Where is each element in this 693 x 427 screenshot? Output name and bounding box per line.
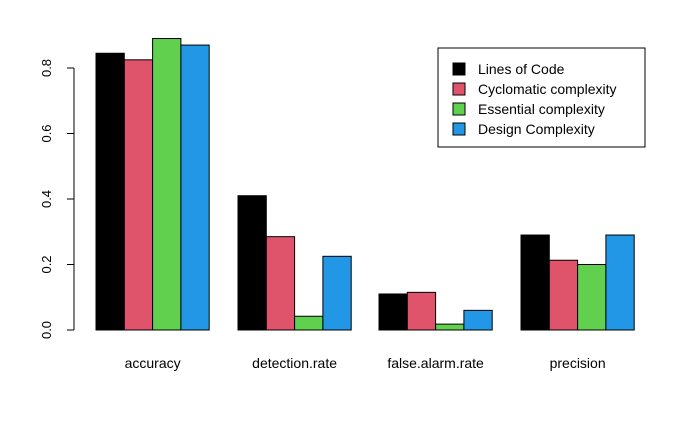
- y-axis: 0.0 0.2 0.4 0.6 0.8: [39, 59, 75, 339]
- legend-swatch: [452, 102, 466, 116]
- x-axis-labels: accuracy detection.rate false.alarm.rate pr…: [125, 355, 606, 371]
- legend-label: Design Complexity: [478, 121, 595, 137]
- legend-swatch: [452, 62, 466, 76]
- bar-false.alarm.rate-cyclomatic-complexity: [406, 291, 437, 331]
- y-tick-label: 0.6: [39, 124, 54, 142]
- bar-precision-design-complexity: [605, 234, 635, 331]
- y-tick-label: 0.2: [39, 255, 54, 273]
- legend-items: Lines of Code Cyclomatic complexity Essent…: [452, 61, 616, 137]
- bar-precision-cyclomatic-complexity: [548, 259, 579, 331]
- y-tick-label: 0.4: [39, 190, 54, 208]
- legend-swatch: [452, 82, 466, 96]
- bar-accuracy-cyclomatic-complexity: [123, 59, 154, 331]
- bar-accuracy-lines-of-code: [95, 52, 125, 331]
- bar-false.alarm.rate-lines-of-code: [378, 293, 408, 331]
- bar-detection.rate-essential-complexity: [294, 315, 324, 331]
- bars-layer: [95, 38, 635, 331]
- bar-precision-lines-of-code: [520, 234, 550, 331]
- legend-label: Essential complexity: [478, 101, 605, 117]
- x-category-label: precision: [550, 355, 606, 371]
- legend-swatch: [452, 122, 466, 136]
- bar-detection.rate-cyclomatic-complexity: [265, 236, 296, 331]
- legend-label: Lines of Code: [478, 61, 565, 77]
- x-category-label: false.alarm.rate: [387, 355, 484, 371]
- bar-accuracy-essential-complexity: [152, 38, 182, 331]
- legend-box: [437, 47, 646, 148]
- bar-false.alarm.rate-essential-complexity: [435, 323, 465, 331]
- y-tick-label: 0.8: [39, 59, 54, 77]
- legend-label: Cyclomatic complexity: [478, 81, 616, 97]
- bar-precision-essential-complexity: [577, 264, 607, 331]
- x-category-label: accuracy: [125, 355, 181, 371]
- bar-accuracy-design-complexity: [180, 44, 210, 331]
- bar-detection.rate-lines-of-code: [237, 195, 267, 331]
- legend: Lines of Code Cyclomatic complexity Essent…: [437, 47, 646, 148]
- x-category-label: detection.rate: [252, 355, 337, 371]
- bar-detection.rate-design-complexity: [322, 255, 352, 331]
- y-tick-label: 0.0: [39, 321, 54, 339]
- bar-false.alarm.rate-design-complexity: [463, 309, 493, 331]
